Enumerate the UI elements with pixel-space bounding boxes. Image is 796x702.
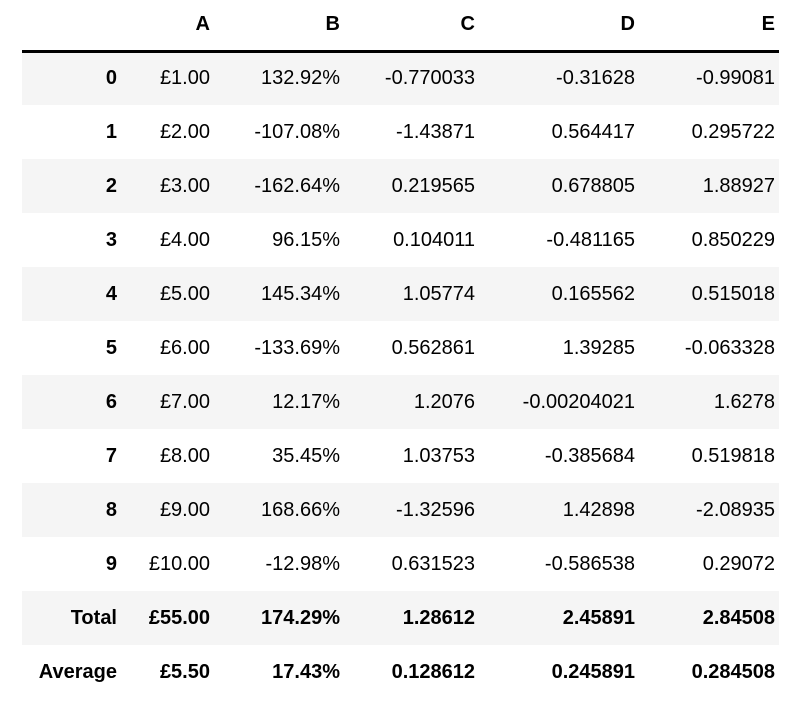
table-cell: -133.69% [254, 336, 340, 359]
table-cell: 0.104011 [393, 228, 475, 251]
table-row: 3 £4.00 96.15% 0.104011 -0.481165 0.850229 [22, 213, 779, 267]
table-cell: 0.519818 [691, 444, 775, 467]
table-cell: -0.31628 [556, 67, 635, 90]
table-cell: 0.564417 [551, 120, 635, 143]
row-index: 6 [105, 390, 117, 413]
index-column-header [22, 0, 125, 53]
table-cell: £4.00 [159, 228, 210, 251]
table-cell: 0.165562 [551, 282, 635, 305]
table-cell: 2.84508 [702, 606, 775, 629]
table-cell: 2.45891 [562, 606, 635, 629]
table-row: Average £5.50 17.43% 0.128612 0.245891 0.2845… [22, 645, 779, 699]
column-header: C [348, 0, 483, 53]
table-cell: -0.481165 [546, 228, 635, 251]
table-row: 8 £9.00 168.66% -1.32596 1.42898 -2.08935 [22, 483, 779, 537]
table-row: Total £55.00 174.29% 1.28612 2.45891 2.84508 [22, 591, 779, 645]
table-row: 6 £7.00 12.17% 1.2076 -0.00204021 1.6278 [22, 375, 779, 429]
table-cell: 1.88927 [702, 174, 775, 197]
table-cell: 0.562861 [391, 336, 475, 359]
table-cell: -2.08935 [696, 498, 775, 521]
row-index: 1 [105, 120, 117, 143]
table-cell: 1.42898 [562, 498, 635, 521]
table-cell: -0.586538 [544, 552, 635, 575]
table-cell: 0.515018 [691, 282, 775, 305]
column-header: B [218, 0, 348, 53]
table-cell: 0.219565 [391, 174, 475, 197]
row-index: 5 [105, 336, 117, 359]
table-cell: -0.99081 [696, 67, 775, 90]
row-index: 8 [105, 498, 117, 521]
table-cell: -0.770033 [384, 67, 475, 90]
table-cell: 12.17% [272, 390, 340, 413]
table-cell: -1.43871 [396, 120, 475, 143]
table-cell: -0.00204021 [522, 390, 635, 413]
table-cell: -0.063328 [684, 336, 775, 359]
table-cell: £8.00 [159, 444, 210, 467]
table-cell: 132.92% [261, 67, 340, 90]
table-cell: -1.32596 [396, 498, 475, 521]
table-row: 5 £6.00 -133.69% 0.562861 1.39285 -0.063328 [22, 321, 779, 375]
table-cell: 0.678805 [551, 174, 635, 197]
table-cell: 1.05774 [402, 282, 475, 305]
table-cell: 0.850229 [691, 228, 775, 251]
table-cell: £10.00 [148, 552, 210, 575]
table-cell: 0.128612 [391, 660, 475, 683]
row-index: Total [70, 606, 117, 629]
table-cell: 0.29072 [702, 552, 775, 575]
row-index: 9 [105, 552, 117, 575]
table-cell: £2.00 [159, 120, 210, 143]
table-cell: 0.245891 [551, 660, 635, 683]
table-cell: £3.00 [159, 174, 210, 197]
table-cell: £5.50 [159, 660, 210, 683]
table-cell: 17.43% [272, 660, 340, 683]
table-cell: 0.295722 [691, 120, 775, 143]
table-cell: 96.15% [272, 228, 340, 251]
table-row: 2 £3.00 -162.64% 0.219565 0.678805 1.88927 [22, 159, 779, 213]
table-cell: 174.29% [261, 606, 340, 629]
row-index: 7 [105, 444, 117, 467]
table-cell: £5.00 [159, 282, 210, 305]
table-cell: £7.00 [159, 390, 210, 413]
table-cell: -0.385684 [544, 444, 635, 467]
column-header: A [125, 0, 218, 53]
table-row: 1 £2.00 -107.08% -1.43871 0.564417 0.295722 [22, 105, 779, 159]
table-cell: 1.6278 [713, 390, 775, 413]
column-header: D [483, 0, 643, 53]
table-cell: £1.00 [159, 67, 210, 90]
table-cell: 35.45% [272, 444, 340, 467]
table-cell: 1.39285 [562, 336, 635, 359]
table-cell: 1.2076 [413, 390, 475, 413]
row-index: Average [38, 660, 117, 683]
table-cell: 0.631523 [391, 552, 475, 575]
table-row: 9 £10.00 -12.98% 0.631523 -0.586538 0.29072 [22, 537, 779, 591]
table-cell: £9.00 [159, 498, 210, 521]
table-cell: -107.08% [254, 120, 340, 143]
column-header: E [643, 0, 779, 53]
table-cell: -162.64% [254, 174, 340, 197]
table-row: 0 £1.00 132.92% -0.770033 -0.31628 -0.99081 [22, 51, 779, 105]
table-cell: 0.284508 [691, 660, 775, 683]
table-row: 7 £8.00 35.45% 1.03753 -0.385684 0.519818 [22, 429, 779, 483]
table-cell: 1.03753 [402, 444, 475, 467]
table-cell: -12.98% [265, 552, 341, 575]
table-cell: £55.00 [148, 606, 210, 629]
table-cell: £6.00 [159, 336, 210, 359]
table-cell: 168.66% [261, 498, 340, 521]
table-row: 4 £5.00 145.34% 1.05774 0.165562 0.515018 [22, 267, 779, 321]
row-index: 4 [105, 282, 117, 305]
row-index: 3 [105, 228, 117, 251]
table-cell: 145.34% [261, 282, 340, 305]
row-index: 0 [105, 67, 117, 90]
table-body: 0 £1.00 132.92% -0.770033 -0.31628 -0.99081 1 £… [22, 51, 779, 699]
row-index: 2 [105, 174, 117, 197]
table-cell: 1.28612 [402, 606, 475, 629]
